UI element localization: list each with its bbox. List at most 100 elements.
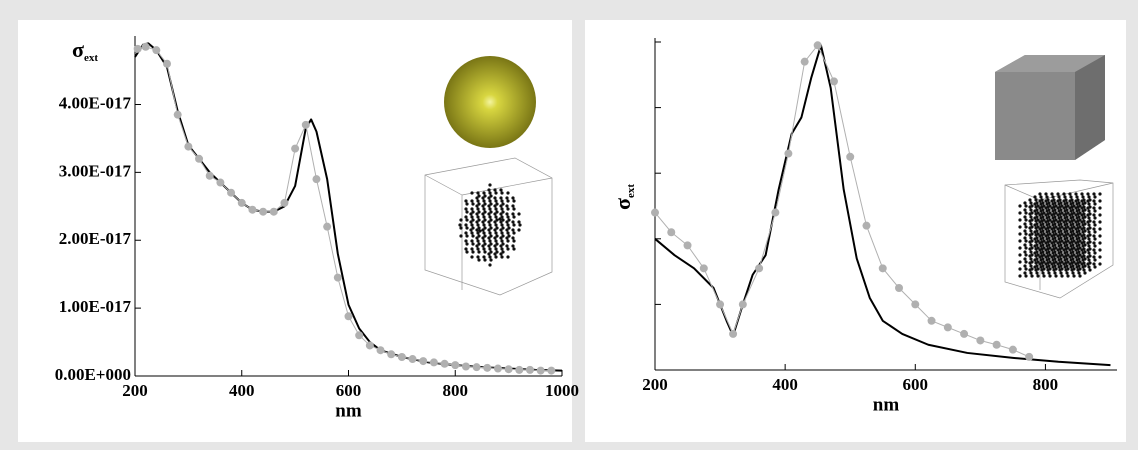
inset-dot [1066, 225, 1070, 229]
inset-dot [483, 242, 487, 246]
inset-dot [1041, 215, 1045, 219]
inset-dot [1036, 260, 1040, 264]
cube-inset [995, 55, 1105, 160]
inset-dot [477, 250, 481, 254]
inset-dot [1059, 250, 1063, 254]
inset-dot [1078, 204, 1082, 208]
marker [365, 341, 374, 350]
inset-dot [464, 231, 468, 235]
inset-dot [1023, 264, 1027, 268]
inset-dot [1093, 230, 1097, 234]
inset-dot [1088, 268, 1092, 272]
inset-dot [482, 199, 486, 203]
inset-dot [1088, 219, 1092, 223]
inset-dot [476, 207, 480, 211]
inset-dot [1066, 267, 1070, 271]
inset-dot [501, 218, 505, 222]
inset-dot [1082, 212, 1086, 216]
inset-dot [1018, 232, 1022, 236]
inset-dot [1024, 232, 1028, 236]
inset-dot [511, 236, 515, 240]
y-axis-label-symbol: σ [610, 198, 635, 210]
inset-dot [1062, 192, 1066, 196]
inset-dot [470, 199, 474, 203]
inset-dot [1042, 218, 1046, 222]
inset-dot [1048, 232, 1052, 236]
inset-dot [1030, 218, 1034, 222]
inset-dot [1048, 218, 1052, 222]
marker [216, 178, 225, 187]
marker [800, 57, 809, 66]
inset-dot [1036, 267, 1040, 271]
inset-dot [1029, 264, 1033, 268]
inset-dot [1047, 215, 1051, 219]
y-tick-label: 4.00E-017 [59, 93, 132, 112]
inset-dot [1083, 222, 1087, 226]
inset-dot [493, 220, 497, 224]
inset-dot [1029, 250, 1033, 254]
inset-dot [1050, 192, 1054, 196]
inset-dot [1042, 246, 1046, 250]
inset-dot [506, 223, 510, 227]
inset-dot [477, 210, 481, 214]
marker [992, 340, 1001, 349]
inset-dot [1066, 232, 1070, 236]
inset-dot [1035, 264, 1039, 268]
inset-dot [1048, 211, 1052, 215]
inset-dot [476, 255, 480, 259]
inset-dot [1077, 264, 1081, 268]
inset-dot [506, 239, 510, 243]
inset-dot [1071, 222, 1075, 226]
inset-dot [500, 255, 504, 259]
inset-dot [459, 226, 463, 230]
inset-dot [1041, 264, 1045, 268]
marker [699, 264, 708, 273]
inset-dot [1053, 236, 1057, 240]
inset-dot [470, 223, 474, 227]
inset-dot [1030, 246, 1034, 250]
inset-dot [1075, 195, 1079, 199]
inset-dot [475, 244, 479, 248]
inset-dot [499, 228, 503, 232]
inset-dot [1087, 202, 1091, 206]
inset-dot [1060, 239, 1064, 243]
inset-dot [1066, 218, 1070, 222]
inset-dot [1087, 223, 1091, 227]
x-tick-label: 600 [336, 381, 362, 400]
inset-dot [517, 228, 521, 232]
inset-dot [465, 250, 469, 254]
inset-dots [458, 183, 1102, 278]
inset-dot [1053, 222, 1057, 226]
marker [355, 331, 364, 340]
inset-dot [487, 204, 491, 208]
inset-dot [1023, 250, 1027, 254]
inset-dot [1052, 198, 1056, 202]
inset-dot [1053, 215, 1057, 219]
inset-dot [1077, 215, 1081, 219]
inset-dot [1082, 233, 1086, 237]
inset-dot [499, 188, 503, 192]
marker [440, 359, 449, 368]
inset-dot [1058, 198, 1062, 202]
inset-dot [1033, 195, 1037, 199]
inset-dot [512, 223, 516, 227]
inset-dot [1048, 204, 1052, 208]
inset-dot [1082, 205, 1086, 209]
inset-dot [1066, 239, 1070, 243]
inset-dot [475, 204, 479, 208]
inset-dot [475, 220, 479, 224]
inset-dot [481, 244, 485, 248]
inset-dot [499, 204, 503, 208]
inset-dot [1093, 223, 1097, 227]
inset-dot [477, 202, 481, 206]
inset-dot [471, 234, 475, 238]
inset-dot [501, 250, 505, 254]
inset-dot [488, 199, 492, 203]
inset-dot [1077, 236, 1081, 240]
inset-dot [1082, 219, 1086, 223]
inset-dot [512, 207, 516, 211]
inset-dot [1036, 239, 1040, 243]
inset-dot [1035, 229, 1039, 233]
inset-dot [487, 236, 491, 240]
inset-dot [1093, 202, 1097, 206]
